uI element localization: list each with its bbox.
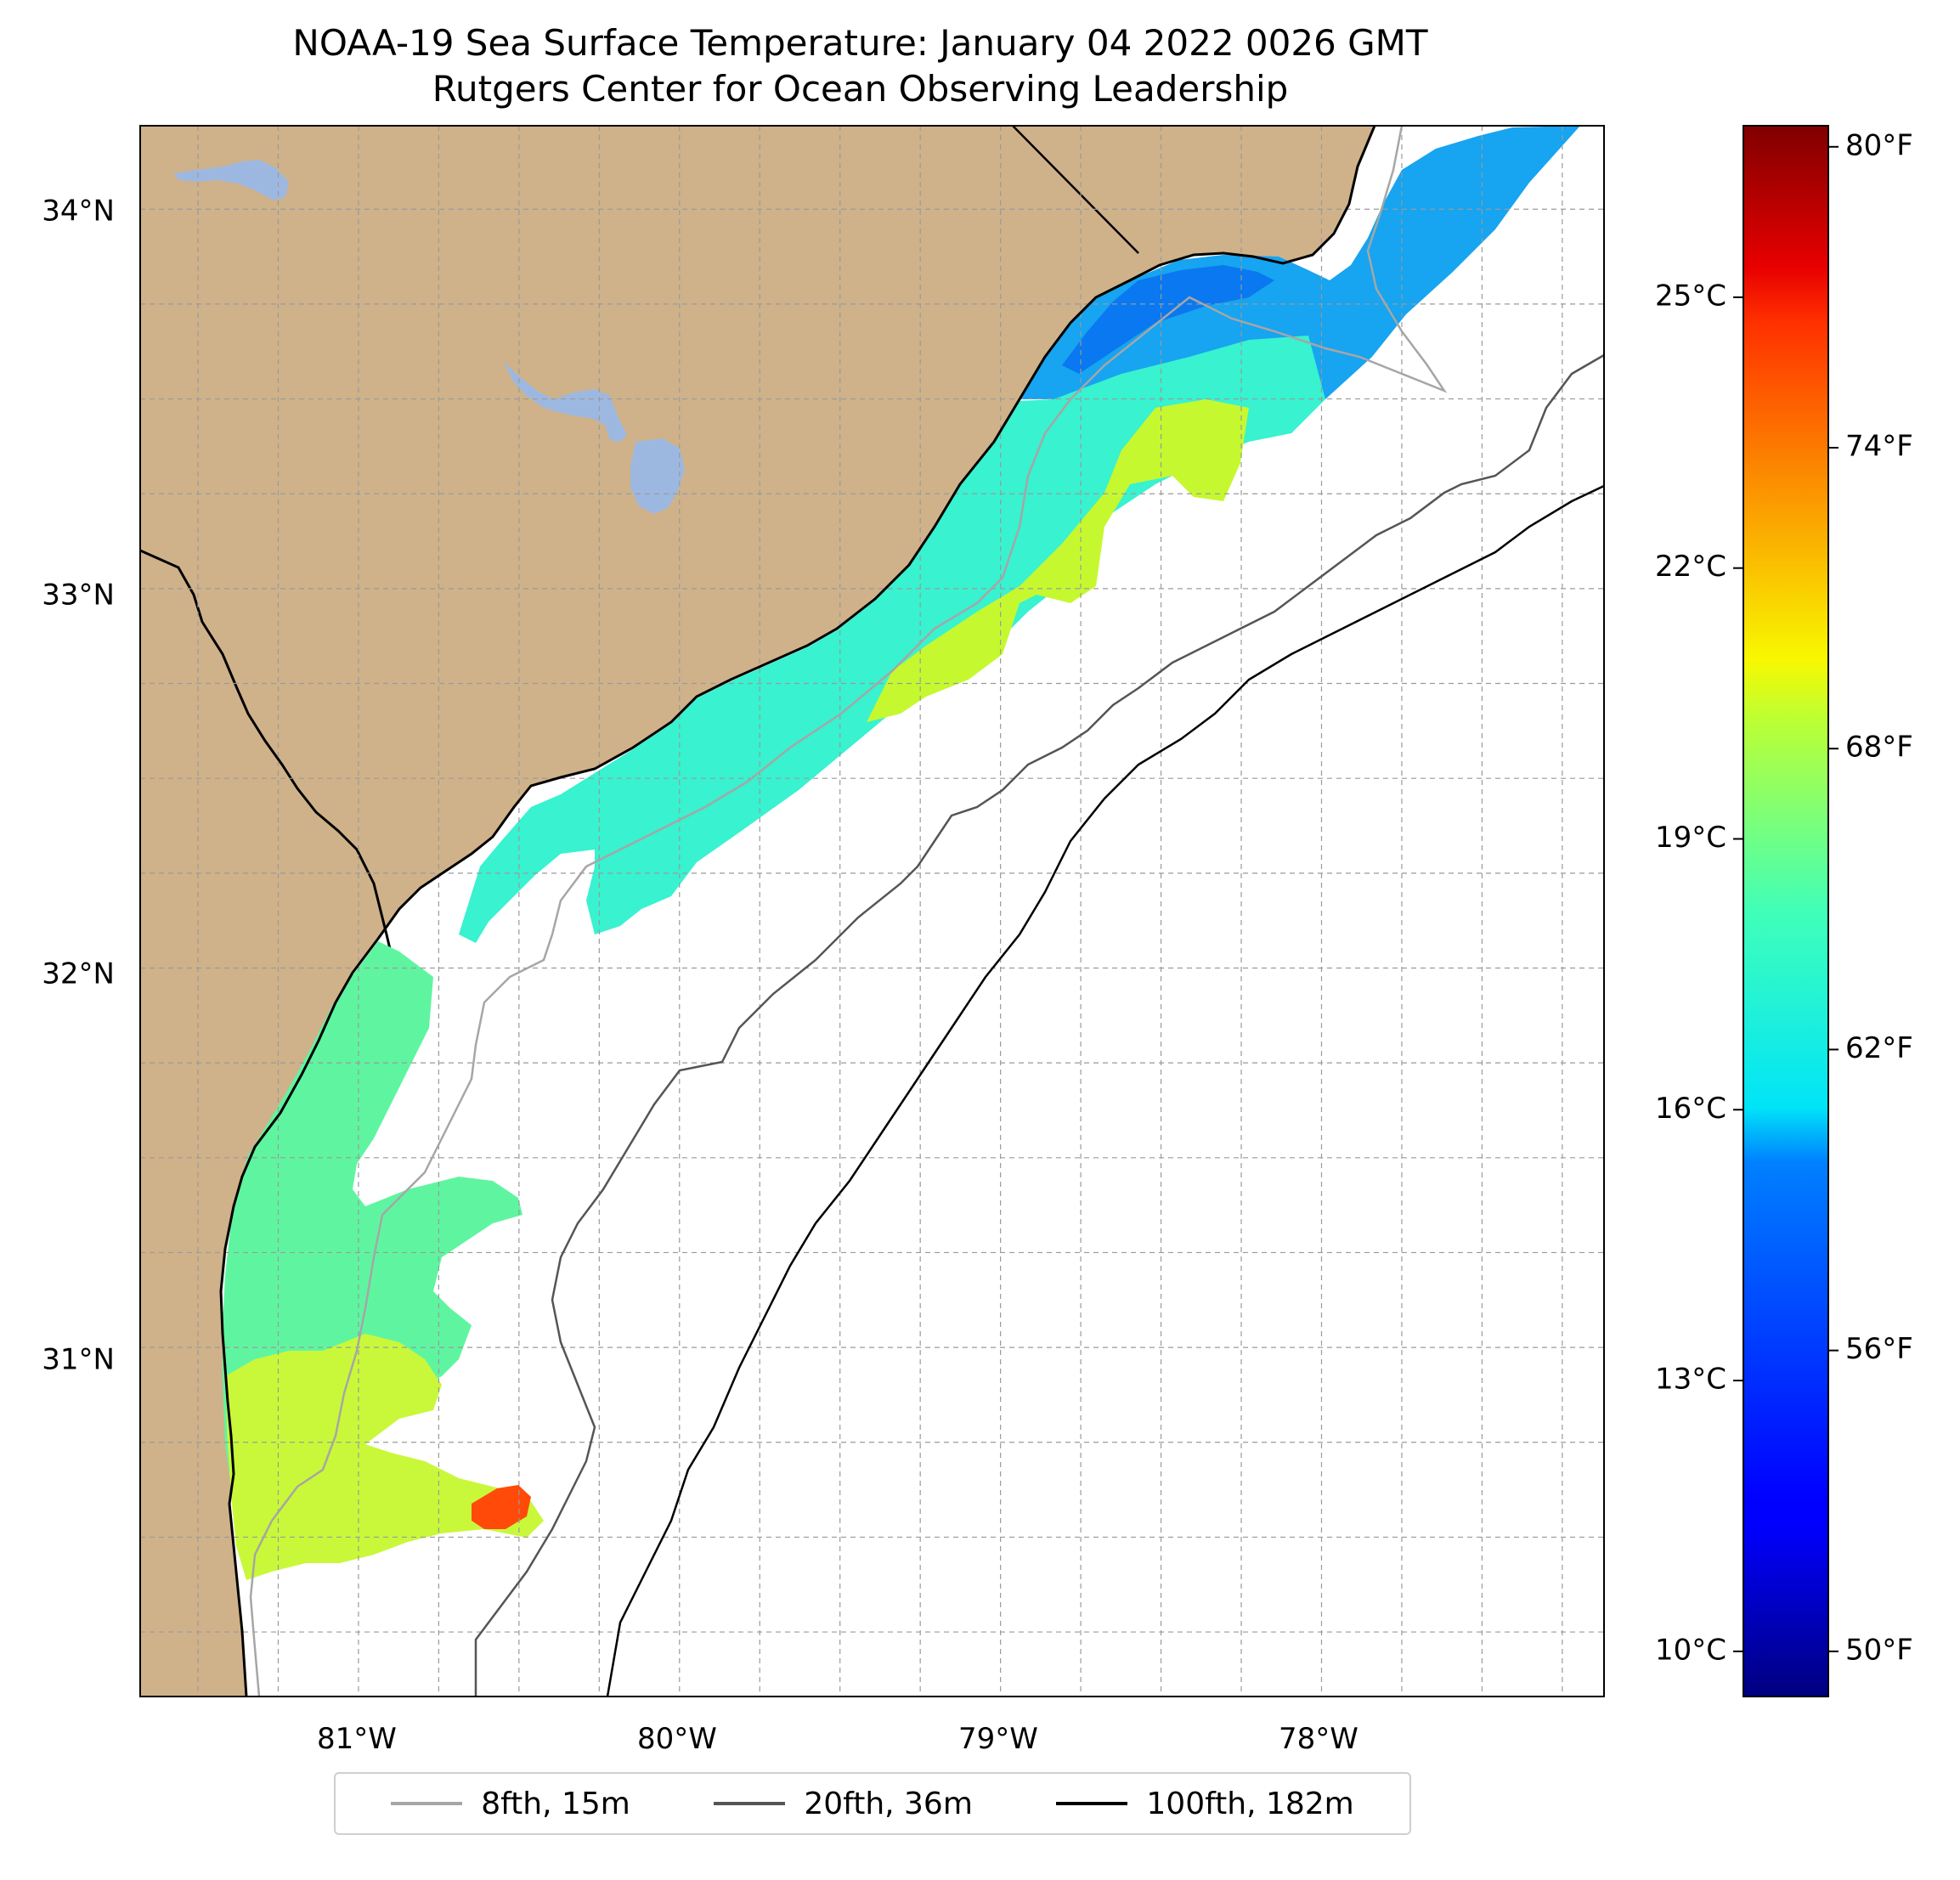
colorbar-fahrenheit-label: 50°F [1845, 1633, 1913, 1667]
colorbar: 10°C 13°C 16°C 19°C 22°C 25°C 50°F 56°F 62°F 68°… [1655, 125, 1913, 1697]
legend-label: 100fth, 182m [1146, 1786, 1354, 1821]
map-title: NOAA-19 Sea Surface Temperature: January… [292, 22, 1428, 64]
lon-axis: 81°W 80°W 79°W 78°W [317, 1722, 1358, 1756]
colorbar-fahrenheit-label: 68°F [1845, 731, 1913, 765]
colorbar-celsius-label: 10°C [1655, 1633, 1726, 1667]
legend-line-100fth [1056, 1802, 1128, 1805]
colorbar-celsius-label: 19°C [1655, 821, 1726, 855]
colorbar-fahrenheit-ticks: 50°F 56°F 62°F 68°F 74°F 80°F [1828, 128, 1913, 1667]
sst-swath-warm-band [867, 399, 1249, 722]
isobath-8fth [249, 126, 1448, 1697]
state-border-nc-sc [1012, 126, 1139, 254]
sst-data-layer [223, 126, 1580, 1580]
colorbar-celsius-label: 25°C [1655, 279, 1726, 313]
map-subtitle: Rutgers Center for Ocean Observing Leade… [432, 68, 1289, 110]
sst-swath-north-cool [1020, 126, 1580, 416]
colorbar-fahrenheit-label: 56°F [1845, 1332, 1913, 1366]
colorbar-celsius-ticks: 10°C 13°C 16°C 19°C 22°C 25°C [1655, 279, 1743, 1667]
sst-nearshore-cold-north [1062, 265, 1274, 374]
colorbar-celsius-label: 16°C [1655, 1092, 1726, 1126]
colorbar-celsius-label: 22°C [1655, 550, 1726, 584]
colorbar-fahrenheit-label: 80°F [1845, 128, 1913, 162]
lon-tick-label: 80°W [637, 1722, 717, 1756]
legend-line-20fth [714, 1802, 786, 1805]
lake-moultrie [630, 438, 685, 514]
lake-marion [503, 362, 627, 442]
coastline [219, 126, 1376, 1697]
map-frame [139, 125, 1605, 1697]
colorbar-gradient [1743, 125, 1829, 1697]
land-mass [140, 126, 1375, 1697]
colorbar-fahrenheit-label: 74°F [1845, 430, 1913, 464]
lat-axis: 31°N 32°N 33°N 34°N [42, 195, 115, 1377]
graticule-grid [140, 126, 1604, 1697]
sst-swath-south-warm [225, 1334, 544, 1580]
legend-item-20fth: 20fth, 36m [714, 1787, 973, 1821]
legend-line-8fth [391, 1802, 463, 1805]
lat-tick-label: 33°N [42, 579, 115, 613]
legend-label: 20fth, 36m [804, 1786, 973, 1821]
lon-tick-label: 81°W [317, 1722, 397, 1756]
lat-tick-label: 34°N [42, 195, 115, 229]
sst-hotspot [472, 1485, 531, 1529]
lake-small [174, 160, 289, 200]
isobath-20fth [474, 353, 1604, 1697]
legend-item-8fth: 8fth, 15m [391, 1787, 630, 1821]
isobath-legend: 8fth, 15m 20fth, 36m 100fth, 182m [334, 1772, 1411, 1835]
colorbar-celsius-label: 13°C [1655, 1363, 1726, 1397]
legend-item-100fth: 100fth, 182m [1056, 1786, 1354, 1821]
lat-tick-label: 31°N [42, 1343, 115, 1377]
isobath-100fth [606, 484, 1604, 1697]
lon-tick-label: 79°W [958, 1722, 1038, 1756]
lon-tick-label: 78°W [1279, 1722, 1358, 1756]
colorbar-fahrenheit-label: 62°F [1845, 1031, 1913, 1065]
state-border-sc-ga [140, 549, 394, 961]
lat-tick-label: 32°N [42, 957, 115, 991]
legend-label: 8fth, 15m [481, 1786, 630, 1821]
